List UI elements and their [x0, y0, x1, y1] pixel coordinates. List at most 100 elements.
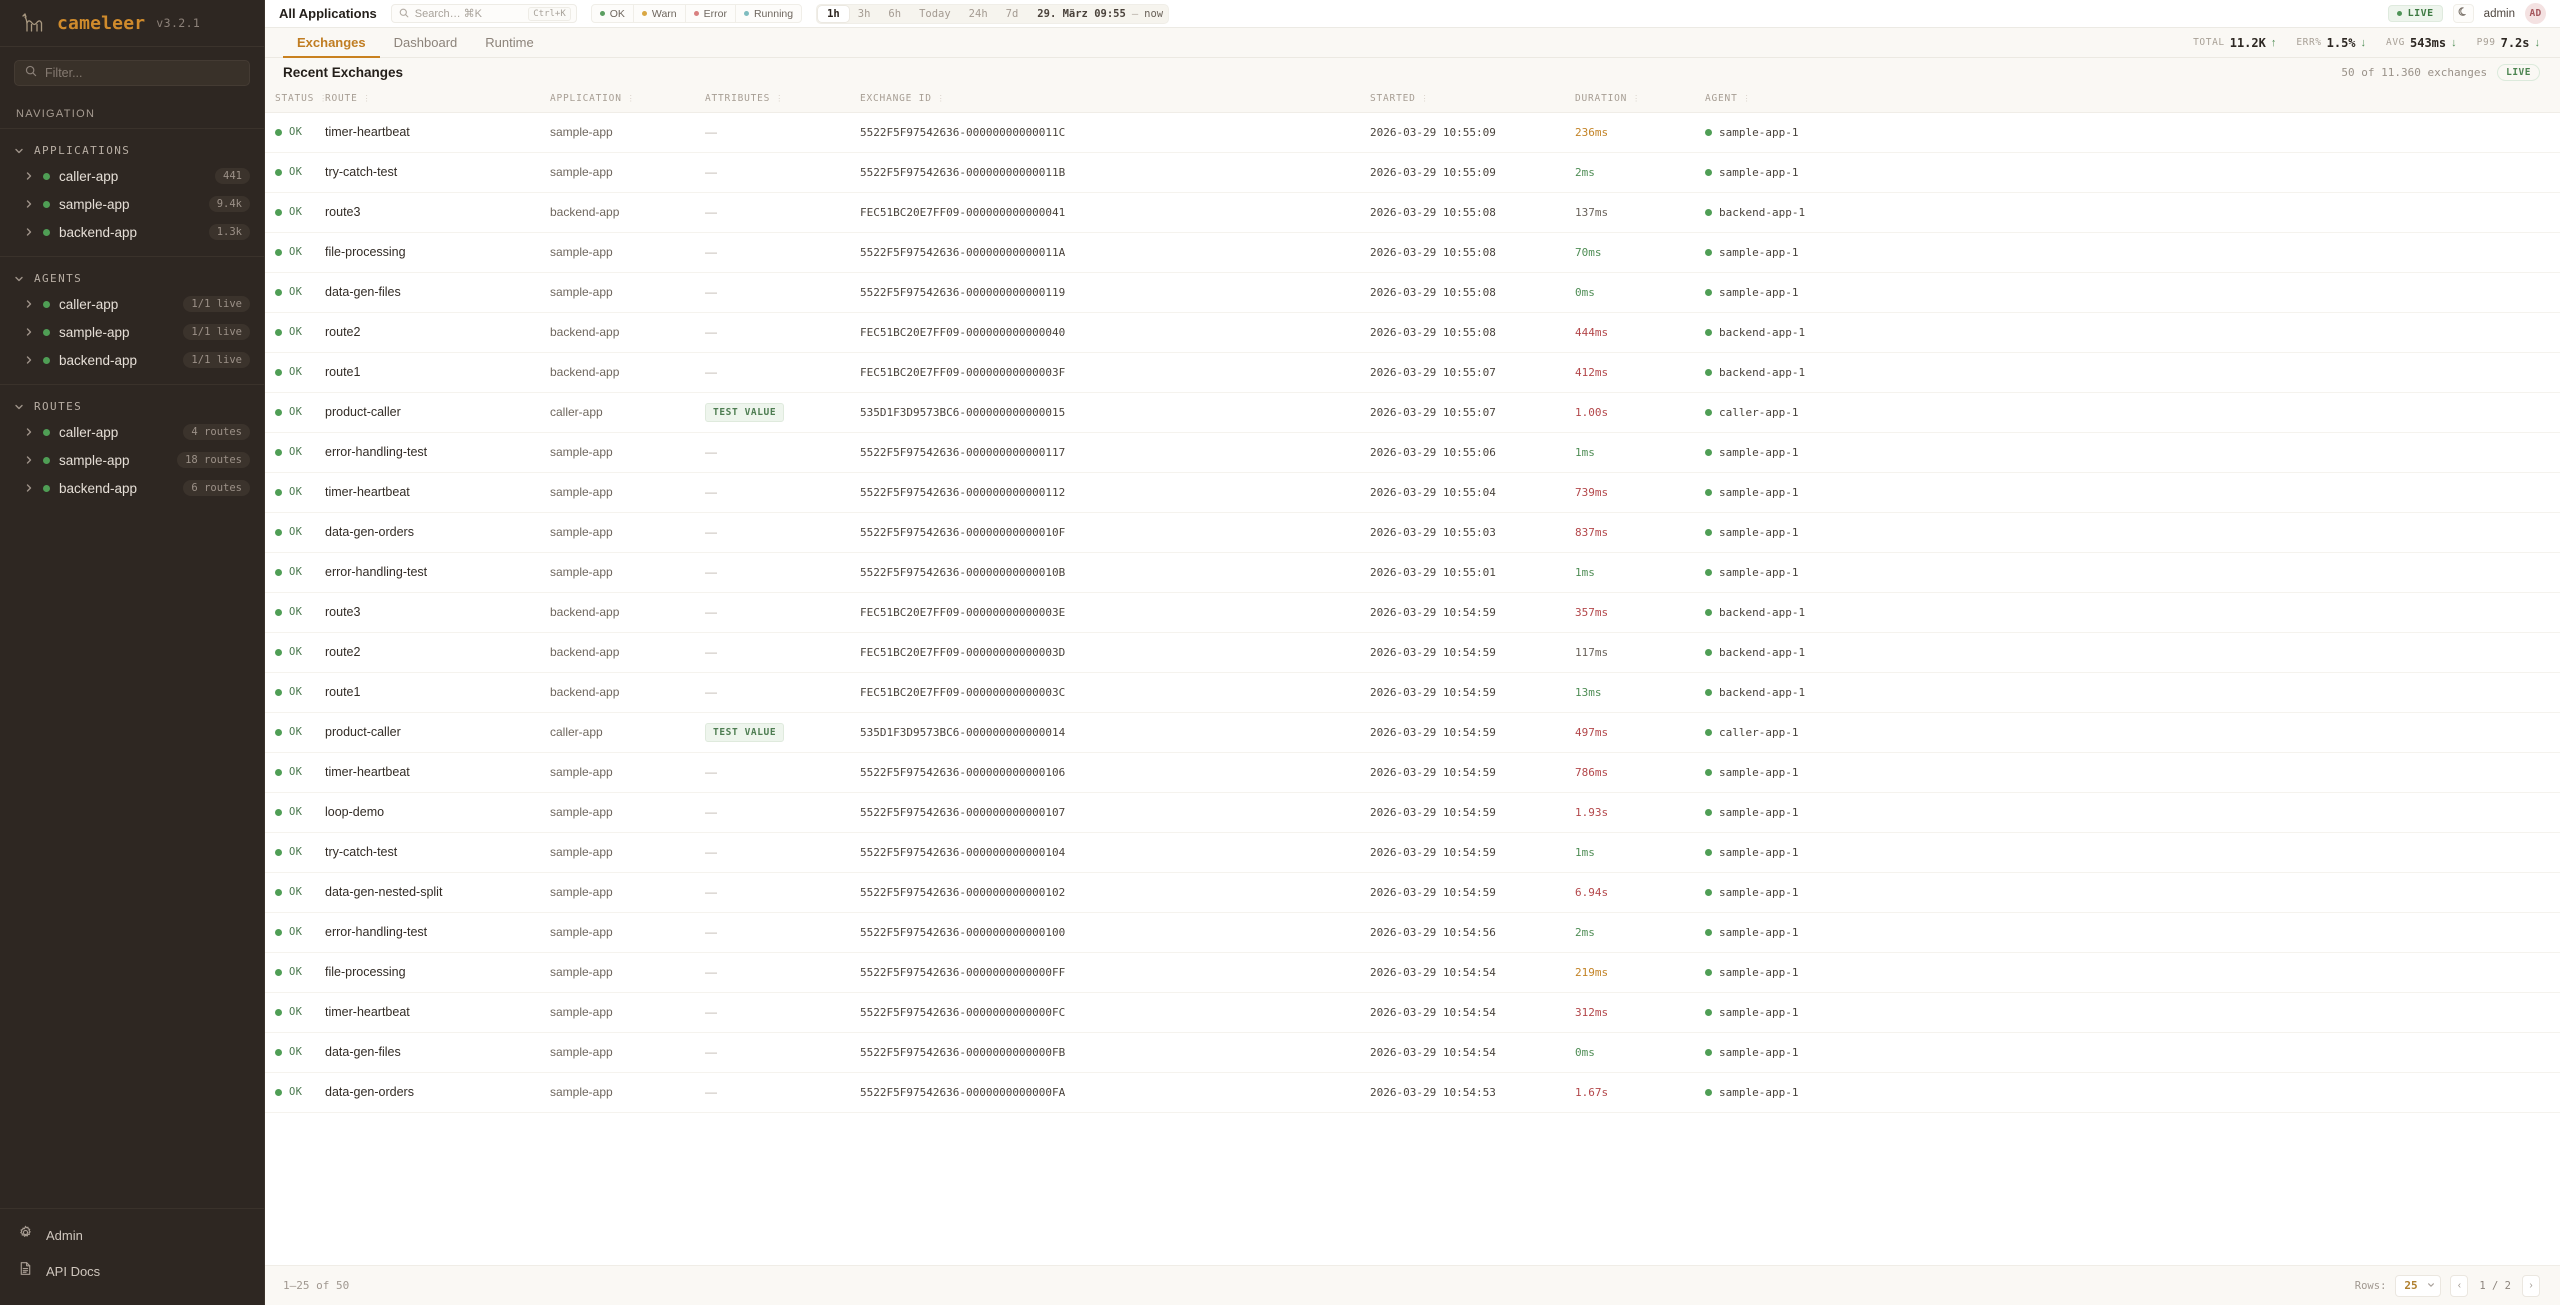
- column-header-exchange-id[interactable]: EXCHANGE ID ⋮: [860, 86, 1370, 113]
- sidebar-filter-box[interactable]: [14, 60, 250, 86]
- table-row[interactable]: OK route3 backend-app — FEC51BC20E7FF09-0000…: [265, 592, 2560, 632]
- sidebar-item-api-docs[interactable]: API Docs: [0, 1253, 264, 1289]
- range-from: 29. März 09:55: [1037, 7, 1126, 20]
- time-range-1h[interactable]: 1h: [818, 5, 849, 22]
- avatar[interactable]: AD: [2525, 3, 2546, 24]
- table-row[interactable]: OK data-gen-files sample-app — 5522F5F975426…: [265, 1032, 2560, 1072]
- column-label: EXCHANGE ID: [860, 93, 932, 105]
- cell-application: sample-app: [550, 552, 705, 592]
- column-header-route[interactable]: ROUTE ⋮: [325, 86, 550, 113]
- time-range-today[interactable]: Today: [919, 7, 951, 20]
- status-dot: [1705, 488, 1712, 496]
- group-header-routes[interactable]: ROUTES: [0, 395, 264, 418]
- table-row[interactable]: OK file-processing sample-app — 5522F5F97542…: [265, 952, 2560, 992]
- time-range-24h[interactable]: 24h: [968, 7, 988, 20]
- cell-status: OK: [265, 832, 325, 872]
- table-row[interactable]: OK data-gen-orders sample-app — 5522F5F97542…: [265, 512, 2560, 552]
- cell-agent: backend-app-1: [1705, 592, 2560, 632]
- table-row[interactable]: OK error-handling-test sample-app — 5522F5F9…: [265, 432, 2560, 472]
- status-dot: [1705, 208, 1712, 216]
- table-row[interactable]: OK data-gen-orders sample-app — 5522F5F97542…: [265, 1072, 2560, 1112]
- table-row[interactable]: OK route3 backend-app — FEC51BC20E7FF09-0000…: [265, 192, 2560, 232]
- duration-value: 1ms: [1575, 446, 1595, 459]
- sidebar-item-sample-app[interactable]: sample-app 9.4k: [0, 190, 264, 218]
- group-header-applications[interactable]: APPLICATIONS: [0, 139, 264, 162]
- prev-page-button[interactable]: ‹: [2450, 1274, 2469, 1297]
- cell-application: sample-app: [550, 792, 705, 832]
- application-name: backend-app: [550, 365, 620, 379]
- started-timestamp: 2026-03-29 10:55:08: [1370, 326, 1496, 339]
- brand-header[interactable]: cameleer v3.2.1: [0, 0, 264, 47]
- live-dot: [2396, 11, 2402, 16]
- next-page-button[interactable]: ›: [2522, 1274, 2540, 1297]
- table-row[interactable]: OK timer-heartbeat sample-app — 5522F5F97542…: [265, 752, 2560, 792]
- table-row[interactable]: OK file-processing sample-app — 5522F5F97542…: [265, 232, 2560, 272]
- column-header-attributes[interactable]: ATTRIBUTES ⋮: [705, 86, 860, 113]
- table-row[interactable]: OK timer-heartbeat sample-app — 5522F5F97542…: [265, 472, 2560, 512]
- table-row[interactable]: OK route1 backend-app — FEC51BC20E7FF09-0000…: [265, 672, 2560, 712]
- cell-exchange-id: FEC51BC20E7FF09-00000000000003D: [860, 632, 1370, 672]
- tab-exchanges[interactable]: Exchanges: [283, 28, 380, 58]
- time-range-6h[interactable]: 6h: [888, 7, 902, 20]
- table-row[interactable]: OK try-catch-test sample-app — 5522F5F975426…: [265, 832, 2560, 872]
- sidebar-agent-sample-app[interactable]: sample-app 1/1 live: [0, 318, 264, 346]
- attribute-tag[interactable]: TEST VALUE: [705, 402, 785, 422]
- time-range-custom[interactable]: 29. März 09:55 — now: [1027, 8, 1167, 20]
- application-name: sample-app: [550, 525, 613, 539]
- cell-duration: 1.00s: [1575, 392, 1705, 432]
- sidebar-item-backend-app[interactable]: backend-app 1.3k: [0, 218, 264, 246]
- table-row[interactable]: OK error-handling-test sample-app — 5522F5F9…: [265, 912, 2560, 952]
- table-row[interactable]: OK try-catch-test sample-app — 5522F5F975426…: [265, 152, 2560, 192]
- filter-warn[interactable]: Warn: [634, 5, 686, 22]
- time-range-7d[interactable]: 7d: [1005, 7, 1019, 20]
- column-header-duration[interactable]: DURATION ⋮: [1575, 86, 1705, 113]
- column-header-started[interactable]: STARTED ⋮: [1370, 86, 1575, 113]
- attributes-empty: —: [705, 245, 717, 259]
- time-range-3h[interactable]: 3h: [857, 7, 871, 20]
- table-row[interactable]: OK data-gen-files sample-app — 5522F5F975426…: [265, 272, 2560, 312]
- sidebar-agent-backend-app[interactable]: backend-app 1/1 live: [0, 346, 264, 374]
- column-header-status[interactable]: STATUS ⋮: [265, 86, 327, 113]
- group-header-agents[interactable]: AGENTS: [0, 267, 264, 290]
- sidebar-filter-wrap: [0, 47, 264, 96]
- filter-ok[interactable]: OK: [592, 5, 634, 22]
- chevron-right-icon: [24, 427, 34, 437]
- table-row[interactable]: OK route2 backend-app — FEC51BC20E7FF09-0000…: [265, 632, 2560, 672]
- sidebar-filter-input[interactable]: [45, 66, 239, 80]
- column-header-agent[interactable]: AGENT ⋮: [1705, 86, 2560, 113]
- tab-runtime[interactable]: Runtime: [485, 34, 534, 50]
- table-row[interactable]: OK route2 backend-app — FEC51BC20E7FF09-0000…: [265, 312, 2560, 352]
- sidebar-routes-backend-app[interactable]: backend-app 6 routes: [0, 474, 264, 502]
- status-dot: [275, 728, 282, 736]
- cell-status: OK: [265, 232, 325, 272]
- sidebar-item-caller-app[interactable]: caller-app 441: [0, 162, 264, 190]
- table-row[interactable]: OK timer-heartbeat sample-app — 5522F5F97542…: [265, 112, 2560, 152]
- table-row[interactable]: OK product-caller caller-app TEST VALUE 535D…: [265, 392, 2560, 432]
- status-label: OK: [289, 886, 303, 898]
- live-badge[interactable]: LIVE: [2387, 5, 2443, 22]
- started-timestamp: 2026-03-29 10:55:08: [1370, 286, 1496, 299]
- sidebar-agent-caller-app[interactable]: caller-app 1/1 live: [0, 290, 264, 318]
- live-indicator[interactable]: LIVE: [2497, 63, 2540, 81]
- theme-toggle-button[interactable]: [2452, 4, 2474, 23]
- table-row[interactable]: OK loop-demo sample-app — 5522F5F97542636-00…: [265, 792, 2560, 832]
- column-header-application[interactable]: APPLICATION ⋮: [550, 86, 705, 113]
- sidebar-section-routes: ROUTES caller-app 4 routes sample-app 18…: [0, 384, 264, 512]
- sidebar-routes-sample-app[interactable]: sample-app 18 routes: [0, 446, 264, 474]
- attribute-tag[interactable]: TEST VALUE: [705, 722, 785, 742]
- table-header-row: STATUS ⋮ ROUTE ⋮ APPLICATION ⋮ ATTRIBUTES ⋮: [265, 86, 2560, 113]
- rows-per-page-select[interactable]: 25: [2395, 1274, 2442, 1297]
- user-name[interactable]: admin: [2483, 7, 2515, 20]
- filter-error[interactable]: Error: [686, 5, 736, 22]
- table-row[interactable]: OK data-gen-nested-split sample-app — 5522F5…: [265, 872, 2560, 912]
- table-row[interactable]: OK timer-heartbeat sample-app — 5522F5F97542…: [265, 992, 2560, 1032]
- table-row[interactable]: OK error-handling-test sample-app — 5522F5F9…: [265, 552, 2560, 592]
- table-row[interactable]: OK route1 backend-app — FEC51BC20E7FF09-0000…: [265, 352, 2560, 392]
- table-row[interactable]: OK product-caller caller-app TEST VALUE 535D…: [265, 712, 2560, 752]
- sidebar-item-admin[interactable]: Admin: [0, 1217, 264, 1253]
- sidebar-routes-caller-app[interactable]: caller-app 4 routes: [0, 418, 264, 446]
- tab-dashboard[interactable]: Dashboard: [393, 34, 458, 50]
- filter-running[interactable]: Running: [736, 5, 801, 22]
- status-label: OK: [289, 326, 303, 338]
- search-input[interactable]: Search… ⌘K Ctrl+K: [390, 4, 577, 23]
